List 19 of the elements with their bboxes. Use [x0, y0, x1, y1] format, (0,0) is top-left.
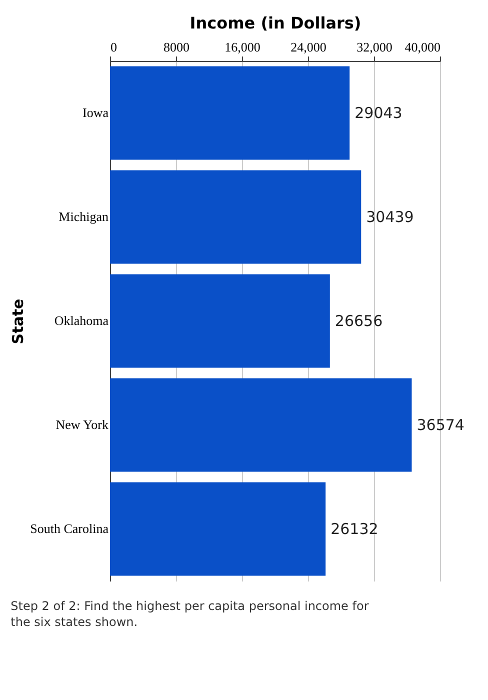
x-tick-label: 8000	[164, 40, 190, 54]
x-tick-label: 24,000	[290, 40, 326, 54]
data-label: 26132	[330, 520, 378, 538]
y-tick-label: Iowa	[82, 105, 109, 120]
y-tick-label: Michigan	[58, 209, 109, 224]
data-label: 36574	[416, 416, 464, 434]
y-tick-label: New York	[56, 417, 109, 432]
y-tick-label: Oklahoma	[54, 313, 109, 328]
x-tick-label: 40,000	[404, 40, 440, 54]
x-axis-title: Income (in Dollars)	[190, 14, 362, 32]
data-label: 29043	[354, 104, 402, 122]
text: Step 2 of 2: Find the highest per capita personal income for the six states shown.	[10, 599, 369, 629]
y-tick-label: South Carolina	[30, 521, 109, 536]
data-label: 26656	[334, 312, 383, 330]
x-tick-label: 0	[110, 40, 117, 54]
x-tick-label: 16,000	[224, 40, 260, 54]
data-label: 30439	[366, 208, 414, 226]
x-tick-label: 32,000	[356, 40, 392, 54]
y-axis-title: State	[9, 298, 28, 344]
